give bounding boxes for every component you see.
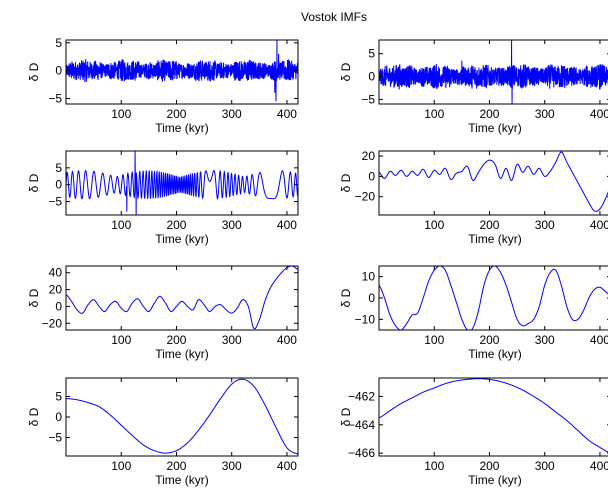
y-axis-label: δ D [339,288,353,307]
y-tick-label: 10 [362,270,376,284]
subplot-7: 100 200 300 400 −5 0 5 Time (kyr) δ D [27,377,299,487]
x-tick-label: 400 [590,333,608,347]
x-axis-label: Time (kyr) [155,473,209,487]
x-tick-label: 300 [535,333,555,347]
y-axis-label: δ D [27,407,41,426]
subplot-3: 100 200 300 400 −5 0 5 Time (kyr) δ D [27,150,299,246]
x-tick-label: 200 [166,459,186,473]
y-tick-label: 0 [368,291,375,305]
y-tick-label: 0 [55,64,62,78]
y-tick-label: −5 [361,92,375,106]
axes-box [378,377,608,457]
x-tick-label: 300 [222,459,242,473]
y-tick-label: 0 [55,178,62,192]
y-axis-label: δ D [27,62,41,81]
series-line-2 [379,40,608,104]
y-tick-label: −466 [348,446,375,460]
x-axis-label: Time (kyr) [468,121,522,135]
x-axis-label: Time (kyr) [468,347,522,361]
x-tick-label: 400 [277,459,297,473]
x-tick-label: 200 [479,459,499,473]
x-tick-label: 100 [424,218,444,232]
x-axis-label: Time (kyr) [155,121,209,135]
y-tick-label: −5 [48,431,62,445]
x-tick-label: 200 [479,218,499,232]
x-tick-label: 200 [166,107,186,121]
subplot-1: 100 200 300 400 −5 0 5 Time (kyr) δ D [27,36,299,135]
axes-box [378,39,608,105]
series-line-5 [66,266,298,330]
x-axis-label: Time (kyr) [468,232,522,246]
series-line-1 [66,40,298,102]
subplot-6: 100 200 300 400 −10 0 10 Time (kyr) δ D [339,265,608,361]
axes-box [65,150,299,216]
x-tick-label: 100 [111,459,131,473]
x-tick-label: 400 [590,107,608,121]
x-tick-label: 100 [424,459,444,473]
x-axis-label: Time (kyr) [155,232,209,246]
x-tick-label: 400 [590,218,608,232]
y-axis-label: δ D [339,62,353,81]
y-tick-label: −5 [48,195,62,209]
x-tick-label: 100 [111,107,131,121]
x-tick-label: 200 [479,107,499,121]
x-tick-label: 400 [277,218,297,232]
x-tick-label: 200 [166,333,186,347]
y-tick-label: 5 [55,36,62,50]
x-tick-label: 400 [277,107,297,121]
y-tick-label: −20 [42,316,63,330]
x-tick-label: 200 [166,218,186,232]
x-tick-label: 100 [111,333,131,347]
x-tick-label: 100 [111,218,131,232]
y-axis-label: δ D [339,407,353,426]
x-axis-label: Time (kyr) [468,473,522,487]
x-tick-label: 300 [535,459,555,473]
x-tick-label: 300 [535,218,555,232]
y-axis-label: δ D [27,173,41,192]
series-line-8 [379,378,608,453]
y-axis-label: δ D [27,288,41,307]
subplot-4: 100 200 300 400 −20 0 20 Time (kyr) δ D [339,149,608,246]
x-tick-label: 300 [222,218,242,232]
subplot-8: 100 200 300 400 −466 −464 −462 Time (kyr) δ D [339,377,608,487]
x-tick-label: 300 [222,333,242,347]
x-tick-label: 300 [222,107,242,121]
y-tick-label: 0 [368,70,375,84]
y-tick-label: −10 [355,312,376,326]
y-tick-label: 5 [55,389,62,403]
y-tick-label: −464 [348,418,375,432]
y-tick-label: 20 [49,283,63,297]
y-tick-label: −462 [348,389,375,403]
y-axis-label: δ D [339,173,353,192]
series-line-7 [66,378,298,455]
subplot-2: 100 200 300 400 −5 0 5 Time (kyr) δ D [339,39,608,135]
y-tick-label: 0 [55,410,62,424]
y-tick-label: −20 [355,190,376,204]
figure-title: Vostok IMFs [301,10,367,24]
y-tick-label: 0 [368,169,375,183]
series-line-4 [379,151,608,212]
series-line-6 [379,266,608,330]
series-line-3 [66,151,298,215]
y-tick-label: 5 [368,47,375,61]
axes-box [65,377,299,457]
x-tick-label: 100 [424,107,444,121]
x-axis-label: Time (kyr) [155,347,209,361]
y-tick-label: 20 [362,149,376,163]
x-tick-label: 400 [590,459,608,473]
axes-box [65,39,299,105]
y-tick-label: 0 [55,299,62,313]
subplot-5: 100 200 300 400 −20 0 20 40 Time (kyr) δ D [27,265,299,361]
axes-box [378,150,608,216]
x-tick-label: 100 [424,333,444,347]
axes-box [65,265,299,331]
x-tick-label: 200 [479,333,499,347]
x-tick-label: 300 [535,107,555,121]
y-tick-label: 5 [55,161,62,175]
x-tick-label: 400 [277,333,297,347]
y-tick-label: 40 [49,266,63,280]
y-tick-label: −5 [48,91,62,105]
